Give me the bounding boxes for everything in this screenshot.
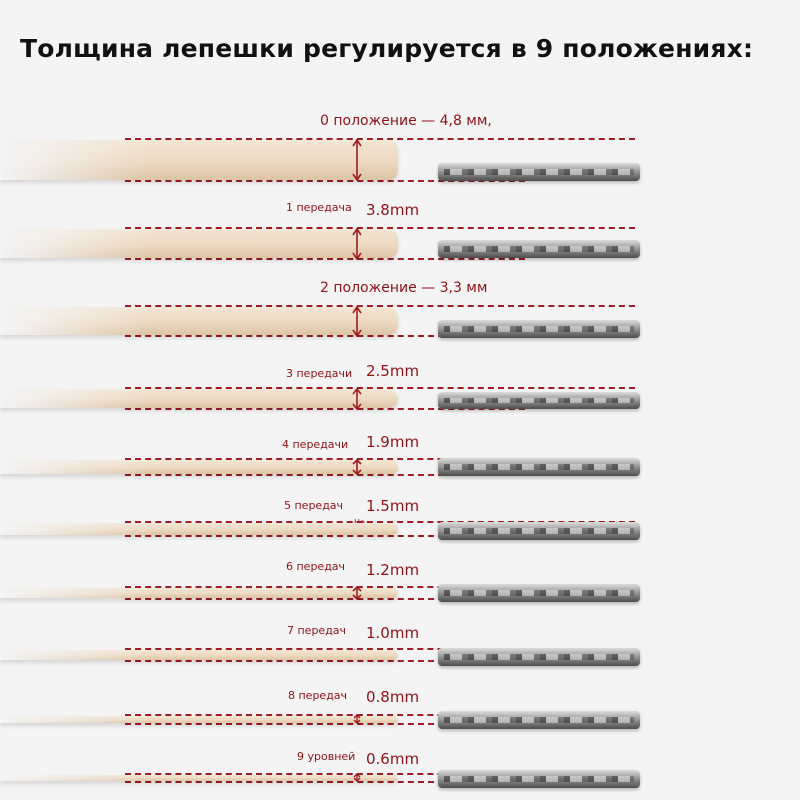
thickness-line-top [125,138,635,140]
row-mm: 1.0mm [366,624,420,642]
row-mm: 1.9mm [366,433,420,451]
dough-sheet [0,588,398,598]
row-mm: 2.5mm [366,362,420,380]
row-label: 5 передач [284,499,344,512]
thickness-line-top [125,458,635,460]
thickness-line-top [125,714,635,716]
row-label: 2 положение — 3,3 мм [320,280,488,296]
thickness-arrow-icon [352,714,362,724]
thickness-arrow-icon [352,459,362,475]
dough-sheet [0,229,398,258]
coin [438,711,640,729]
dough-sheet [0,307,398,335]
thickness-line-top [125,521,635,523]
row-label: 3 передачи [286,367,353,380]
thickness-line-top [125,648,635,650]
row-mm: 1.2mm [366,561,420,579]
row-label: 9 уровней [297,750,356,763]
coin [438,163,640,181]
dough-sheet [0,140,398,180]
row-label: 8 передач [288,689,348,702]
dough-sheet [0,523,398,535]
dough-sheet [0,775,398,781]
row-mm: 0.8mm [366,688,420,706]
dough-sheet [0,389,398,408]
thickness-arrow-icon [352,139,362,181]
coin [438,320,640,338]
row-mm: 0.6mm [366,750,420,768]
row-mm: 3.8mm [366,201,420,219]
thickness-line-bottom [125,335,525,337]
coin [438,770,640,788]
coin [438,458,640,476]
coin [438,522,640,540]
thickness-line-top [125,227,635,229]
coin [438,648,640,666]
thickness-line-bottom [125,723,525,725]
thickness-arrow-icon [352,586,362,600]
coin [438,240,640,258]
row-label: 7 передач [287,624,347,637]
thickness-line-top [125,773,635,775]
thickness-arrow-icon [352,306,362,337]
thickness-line-bottom [125,781,525,783]
thickness-arrow-icon [352,228,362,260]
thickness-line-top [125,305,635,307]
thickness-line-top [125,586,635,588]
thickness-line-bottom [125,258,525,260]
thickness-line-bottom [125,598,525,600]
dough-sheet [0,460,398,474]
thickness-arrow-icon [352,773,362,782]
row-label: 4 передачи [282,438,349,451]
row-label: 0 положение — 4,8 мм, [320,113,492,129]
dough-sheet [0,650,398,660]
page-title: Толщина лепешки регулируется в 9 положен… [20,34,754,63]
thickness-line-bottom [125,408,525,410]
thickness-arrow-icon [352,388,362,410]
dough-sheet [0,716,398,723]
row-label: 6 передач [286,560,346,573]
row-label: 1 передача [286,201,352,214]
thickness-line-bottom [125,660,525,662]
thickness-line-bottom [125,180,525,182]
coin [438,392,640,409]
thickness-line-bottom [125,535,525,537]
coin [438,584,640,602]
row-mm: 1.5mm [366,497,420,515]
thickness-line-bottom [125,474,525,476]
thickness-line-top [125,387,635,389]
